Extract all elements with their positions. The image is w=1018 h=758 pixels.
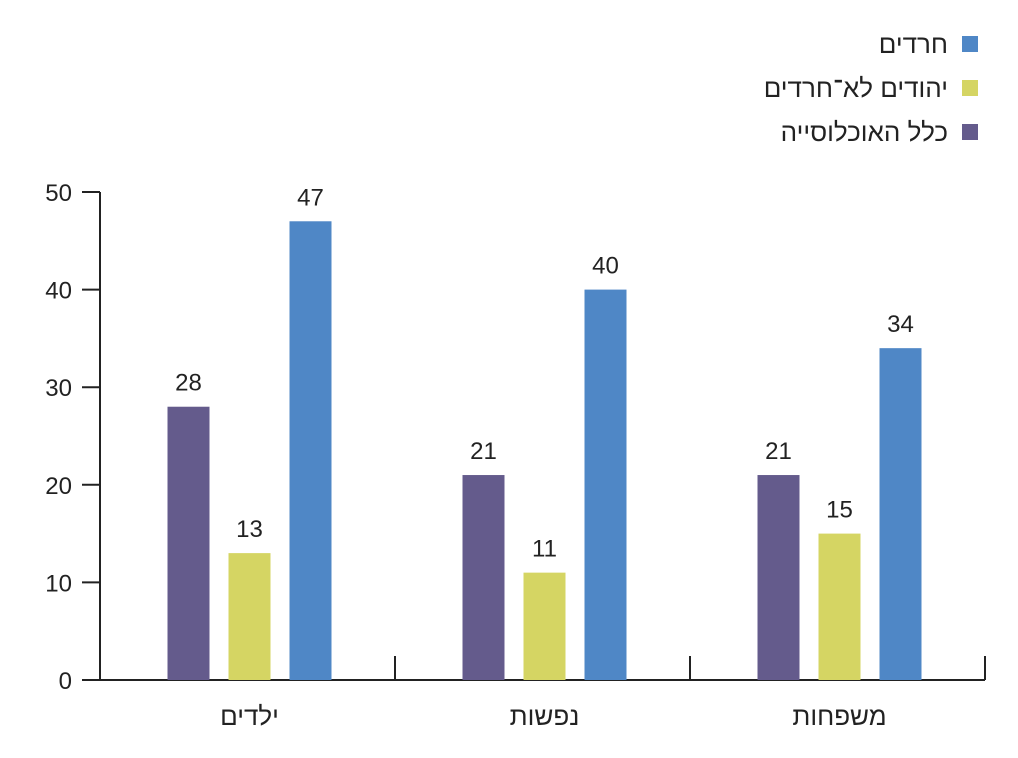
x-tick-label: ילדים (220, 701, 279, 731)
x-tick-label: נפשות (510, 701, 580, 731)
data-label: 34 (887, 311, 914, 338)
data-label: 47 (297, 184, 324, 211)
y-tick-label: 0 (59, 668, 72, 695)
bar (462, 475, 505, 680)
data-label: 11 (532, 536, 557, 563)
data-label: 21 (765, 438, 792, 465)
y-tick-label: 40 (45, 278, 72, 305)
bar (818, 533, 861, 680)
data-label: 40 (592, 253, 619, 280)
data-label: 15 (826, 497, 853, 524)
bar (584, 289, 627, 680)
legend-label: חרדים (878, 28, 948, 59)
bar (228, 553, 271, 680)
bar (523, 572, 566, 680)
legend-item: חרדים (764, 22, 978, 66)
bar (289, 221, 332, 680)
legend-swatch (962, 36, 978, 52)
legend-label: יהודים לא־חרדים (763, 72, 948, 103)
legend-item: יהודים לא־חרדים (764, 66, 978, 110)
y-tick-label: 50 (45, 180, 72, 207)
data-label: 21 (470, 438, 497, 465)
bar (879, 348, 922, 680)
legend-label: כלל האוכלוסייה (780, 116, 948, 147)
legend-item: כלל האוכלוסייה (764, 110, 978, 154)
data-label: 13 (236, 516, 263, 543)
legend-swatch (962, 124, 978, 140)
x-tick-label: משפחות (792, 701, 886, 731)
y-tick-label: 10 (45, 570, 72, 597)
data-label: 28 (175, 370, 202, 397)
y-tick-label: 30 (45, 375, 72, 402)
legend: חרדים יהודים לא־חרדים כלל האוכלוסייה (764, 22, 978, 154)
bar (757, 475, 800, 680)
bar (167, 406, 210, 680)
legend-swatch (962, 80, 978, 96)
y-tick-label: 20 (45, 473, 72, 500)
